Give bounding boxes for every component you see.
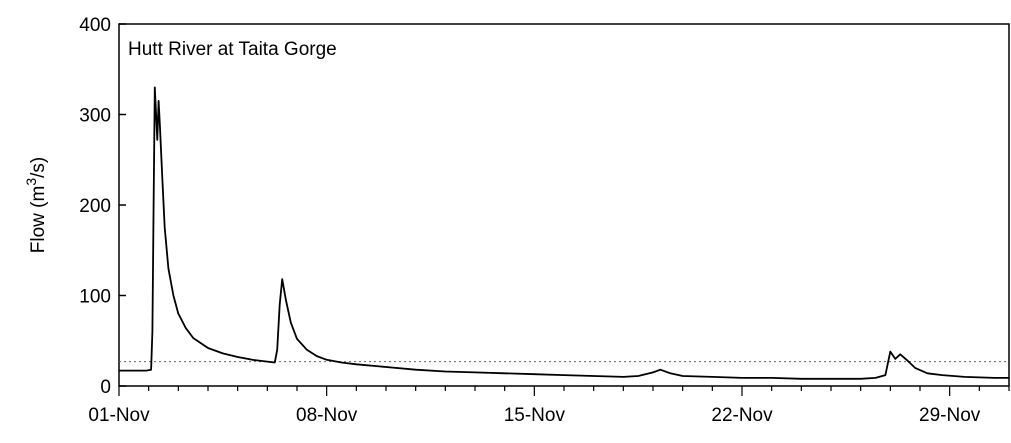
y-axis-label-suffix: /s) [28,157,49,178]
y-axis-ticks: 0 100 200 300 400 [79,15,126,398]
y-axis-label: Flow (m3/s) [23,157,49,253]
y-tick-label: 300 [79,106,111,127]
y-tick-label: 200 [79,196,111,217]
flow-series-line [119,86,1009,380]
y-axis-label-prefix: Flow (m [28,186,49,254]
y-tick-label: 400 [79,15,111,36]
chart-title: Hutt River at Taita Gorge [128,39,337,60]
x-tick-label: 22-Nov [711,405,773,426]
x-axis-ticks: 01-Nov 08-Nov 15-Nov 22-Nov 29-Nov [88,386,1010,426]
y-tick-label: 100 [79,287,111,308]
x-tick-label: 08-Nov [296,405,358,426]
y-axis-label-superscript: 3 [23,178,39,186]
x-tick-label: 01-Nov [88,405,150,426]
x-tick-label: 15-Nov [504,405,566,426]
y-tick-label: 0 [100,377,111,398]
x-tick-label: 29-Nov [919,405,981,426]
plot-frame [118,23,1010,387]
